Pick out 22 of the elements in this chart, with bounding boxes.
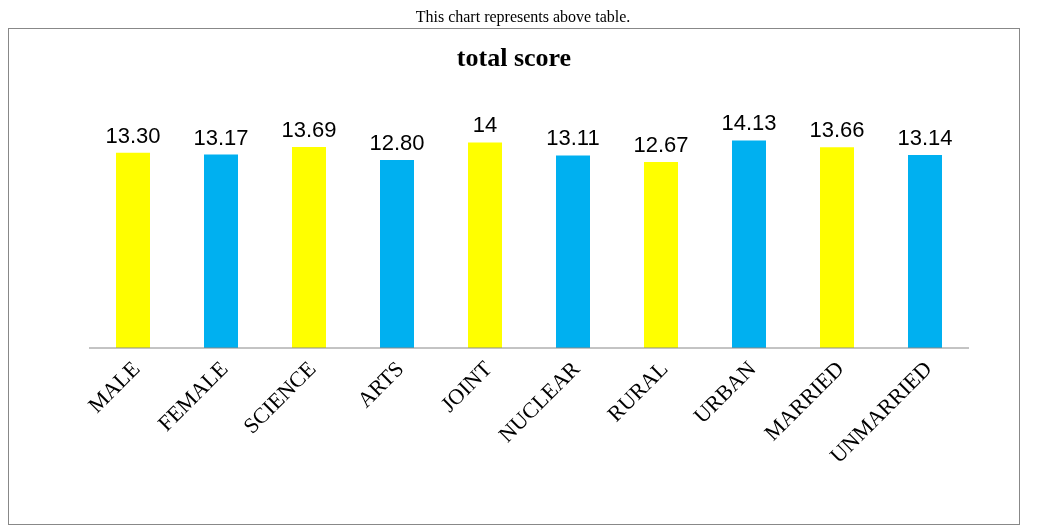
text: This chart represents above table. xyxy=(414,8,632,28)
bar xyxy=(380,160,414,348)
data-label: 13.30 xyxy=(105,122,161,148)
data-label: 14 xyxy=(472,112,498,138)
data-label: 14.13 xyxy=(721,110,777,136)
data-label: 13.14 xyxy=(897,125,953,151)
data-label: 12.80 xyxy=(369,130,425,155)
bar xyxy=(820,147,854,348)
data-label: 12.67 xyxy=(633,131,689,157)
bar xyxy=(908,155,942,348)
data-label: 13.11 xyxy=(546,125,600,151)
data-label: 13.66 xyxy=(809,117,865,143)
bar xyxy=(116,152,150,348)
bar xyxy=(204,154,238,348)
data-label: 13.17 xyxy=(193,124,249,150)
bar xyxy=(292,146,326,348)
bar xyxy=(468,142,502,348)
bar xyxy=(732,140,766,348)
bar xyxy=(556,155,590,348)
chart-title: total score xyxy=(455,43,573,73)
data-label: 13.69 xyxy=(281,116,337,142)
bar xyxy=(644,161,678,348)
